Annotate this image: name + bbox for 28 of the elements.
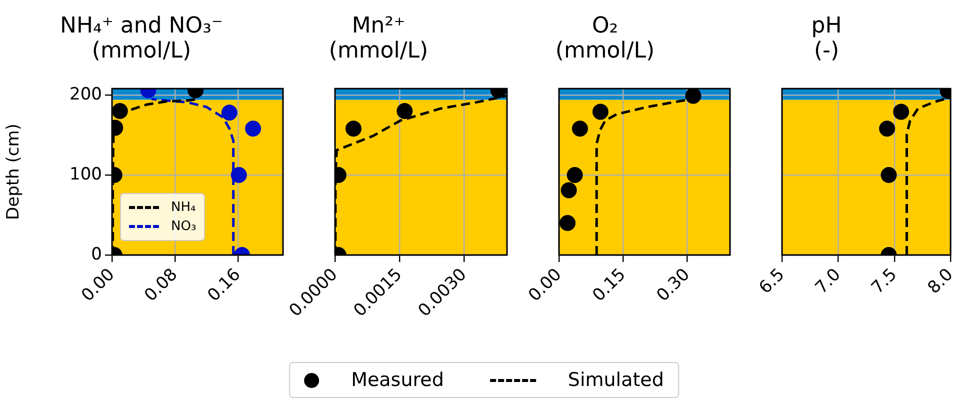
point: [592, 104, 608, 120]
point: [245, 120, 262, 137]
point: [893, 104, 910, 120]
point: [221, 104, 238, 121]
point: [566, 167, 583, 183]
legend-label: Simulated: [568, 369, 664, 391]
point: [230, 167, 247, 183]
chart-title: O₂ (mmol/L): [555, 13, 655, 64]
y-tick-label: 100: [70, 164, 102, 184]
point: [560, 215, 576, 231]
legend-label: NH₄: [171, 200, 196, 215]
x-tick-label: 7.0: [812, 264, 845, 298]
x-tick-label: 7.5: [868, 264, 902, 298]
point: [879, 120, 896, 137]
chart-title: NH₄⁺ and NO₃⁻ (mmol/L): [60, 13, 224, 64]
point: [880, 167, 897, 183]
chart-title: pH (-): [811, 13, 842, 64]
x-tick-label: 8.0: [924, 264, 958, 298]
y-tick-label: 0: [91, 244, 102, 264]
legend-label: NO₃: [171, 219, 196, 234]
y-tick-label: 200: [70, 84, 102, 104]
point: [572, 120, 588, 137]
point: [685, 88, 702, 104]
point: [560, 182, 577, 198]
chart-title: Mn²⁺ (mmol/L): [328, 13, 428, 64]
y-axis-title: Depth (cm): [4, 124, 24, 220]
legend-label: Measured: [351, 369, 444, 391]
x-tick-label: 6.5: [755, 264, 789, 298]
